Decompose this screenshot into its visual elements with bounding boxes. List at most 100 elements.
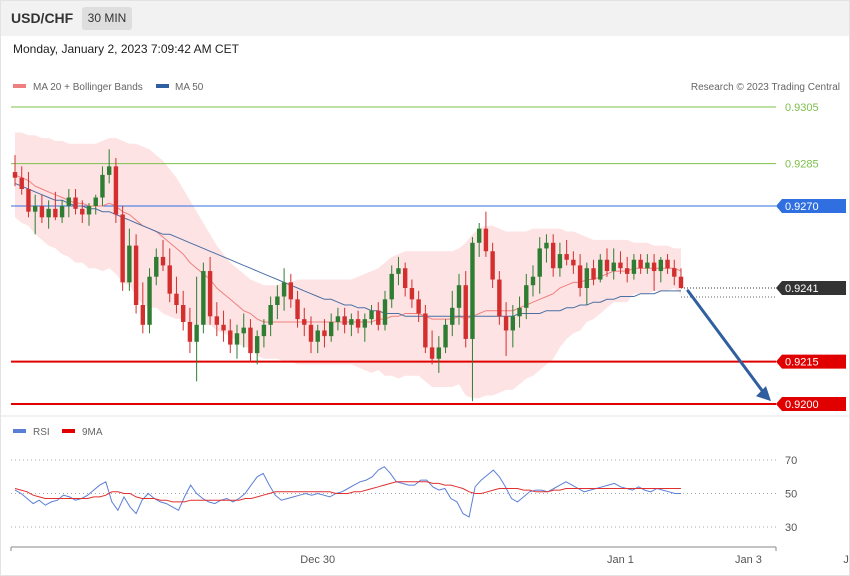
candle <box>80 200 85 223</box>
candle <box>308 316 314 354</box>
candle <box>315 324 320 354</box>
candle <box>39 194 45 223</box>
candle <box>66 189 72 218</box>
time-axis: Dec 30 Jan 1 Jan 3 Jan 14 <box>10 546 850 566</box>
candle-body <box>214 316 220 325</box>
level-label-4: 0.9215 <box>785 357 819 369</box>
rsi-tick-label: 70 <box>785 455 797 467</box>
candle-body <box>598 259 603 280</box>
candle <box>402 262 408 297</box>
candle <box>376 302 381 331</box>
candle <box>248 319 253 362</box>
candle-body <box>328 321 334 337</box>
candle-body <box>180 305 186 322</box>
candle <box>456 273 462 325</box>
candle <box>187 307 193 354</box>
price-levels: 0.9305 0.9285 0.9270 0.9241 0.9215 0.9200 <box>11 102 846 411</box>
forecast-arrow-shaft <box>686 289 766 395</box>
candle <box>651 254 657 291</box>
candle-body <box>167 265 172 294</box>
candle-body <box>658 259 664 272</box>
candle-body <box>490 251 495 280</box>
candle <box>275 285 280 320</box>
candle-body <box>234 333 240 345</box>
candle <box>443 319 448 354</box>
rsi-ma-line <box>14 481 681 503</box>
candle-body <box>302 319 307 325</box>
ma20-line <box>14 174 682 323</box>
candle-body <box>638 259 643 269</box>
candle-body <box>396 268 401 274</box>
candle-body <box>530 276 536 286</box>
candle <box>234 324 240 359</box>
candle <box>423 305 428 354</box>
candle <box>483 211 489 257</box>
candle <box>618 251 623 274</box>
candle-body <box>349 319 354 325</box>
candle-body <box>113 166 119 215</box>
candle <box>167 248 172 303</box>
candle <box>133 234 139 314</box>
candle-body <box>362 319 368 328</box>
candle <box>160 239 166 272</box>
candle-body <box>120 214 125 283</box>
candle-body <box>194 324 199 342</box>
candle <box>577 254 583 297</box>
candle-body <box>73 197 78 209</box>
candle-body <box>26 189 31 212</box>
candle-body <box>436 347 442 359</box>
candle-body <box>550 242 556 269</box>
candle-body <box>295 299 300 320</box>
candle <box>571 251 576 274</box>
candle <box>207 256 213 325</box>
bollinger-band <box>15 132 681 399</box>
candle-body <box>275 296 280 305</box>
ma50-legend-swatch <box>156 84 169 88</box>
candle-body <box>315 330 320 342</box>
candle <box>349 313 354 337</box>
candle <box>369 305 374 325</box>
candle <box>362 313 368 342</box>
candle-body <box>564 254 569 260</box>
candle <box>678 268 684 289</box>
candle <box>19 166 24 195</box>
candle-body <box>228 330 233 345</box>
candle-body <box>268 305 273 325</box>
candle-body <box>207 271 213 317</box>
candle-body <box>483 228 489 252</box>
candle <box>100 166 105 206</box>
candle-body <box>187 321 193 342</box>
candle-body <box>241 327 246 334</box>
candle <box>322 319 327 348</box>
top-bar: USD/CHF 30 MIN <box>0 0 850 36</box>
candle-body <box>32 206 38 212</box>
candle <box>228 319 233 354</box>
candle-body <box>577 265 583 289</box>
candle-body <box>127 245 132 283</box>
candle-body <box>59 206 65 218</box>
candle-body <box>591 268 596 280</box>
level-label-3: 0.9241 <box>785 283 819 295</box>
time-tick-label: Jan 1 <box>607 554 634 566</box>
candle-body <box>39 206 45 218</box>
timestamp: Monday, January 2, 2023 7:09:42 AM CET <box>13 42 239 56</box>
ma50-legend-label: MA 50 <box>175 82 204 93</box>
candle <box>672 259 677 286</box>
candle <box>517 296 522 328</box>
bb-legend-label: MA 20 + Bollinger Bands <box>33 82 143 93</box>
level-label-2: 0.9270 <box>785 201 819 213</box>
level-tag-5 <box>776 397 846 411</box>
candle-body <box>93 197 98 206</box>
candle <box>658 256 664 283</box>
candle-body <box>476 228 482 243</box>
candle-body <box>100 174 105 198</box>
timeframe-button[interactable]: 30 MIN <box>82 7 132 30</box>
candle <box>254 330 260 365</box>
candle-body <box>147 276 152 325</box>
candle-body <box>389 273 394 300</box>
candle <box>221 310 226 342</box>
candle-body <box>537 248 542 277</box>
ma50-line <box>14 182 681 317</box>
candle-body <box>86 206 92 215</box>
candle <box>611 248 616 280</box>
